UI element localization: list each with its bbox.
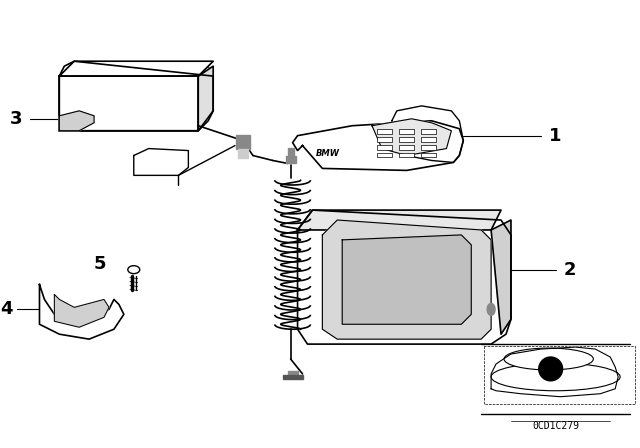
- Polygon shape: [491, 347, 618, 397]
- Text: 1: 1: [548, 127, 561, 145]
- Polygon shape: [323, 220, 491, 339]
- Polygon shape: [491, 220, 511, 334]
- Text: BMW: BMW: [316, 148, 339, 158]
- Polygon shape: [399, 145, 413, 150]
- Ellipse shape: [487, 303, 495, 315]
- Polygon shape: [134, 149, 188, 175]
- Polygon shape: [198, 66, 213, 131]
- Polygon shape: [40, 284, 124, 339]
- Ellipse shape: [128, 266, 140, 274]
- Ellipse shape: [491, 363, 620, 391]
- Polygon shape: [392, 106, 463, 163]
- Polygon shape: [377, 137, 392, 142]
- Polygon shape: [399, 129, 413, 134]
- Polygon shape: [377, 129, 392, 134]
- Text: 3: 3: [10, 110, 22, 128]
- Text: 2: 2: [564, 261, 576, 279]
- Polygon shape: [60, 76, 198, 131]
- Polygon shape: [377, 152, 392, 158]
- Polygon shape: [377, 145, 392, 150]
- Bar: [236, 135, 250, 149]
- Bar: [285, 155, 296, 164]
- Polygon shape: [298, 210, 511, 344]
- Polygon shape: [342, 235, 471, 324]
- Bar: [283, 375, 303, 379]
- Polygon shape: [420, 145, 436, 150]
- Polygon shape: [372, 119, 451, 155]
- Circle shape: [539, 357, 563, 381]
- Polygon shape: [298, 210, 501, 230]
- Polygon shape: [292, 121, 463, 170]
- Polygon shape: [399, 152, 413, 158]
- Text: 4: 4: [0, 300, 13, 319]
- Polygon shape: [54, 294, 109, 327]
- Polygon shape: [420, 129, 436, 134]
- Bar: [287, 147, 294, 155]
- Polygon shape: [60, 61, 213, 76]
- Polygon shape: [399, 137, 413, 142]
- Polygon shape: [420, 152, 436, 158]
- Polygon shape: [60, 61, 213, 131]
- Polygon shape: [60, 111, 94, 131]
- Bar: [238, 149, 248, 159]
- Polygon shape: [420, 137, 436, 142]
- Ellipse shape: [504, 348, 593, 370]
- Text: 5: 5: [94, 255, 107, 273]
- Text: 0CD1C279: 0CD1C279: [532, 422, 579, 431]
- Bar: [287, 371, 298, 377]
